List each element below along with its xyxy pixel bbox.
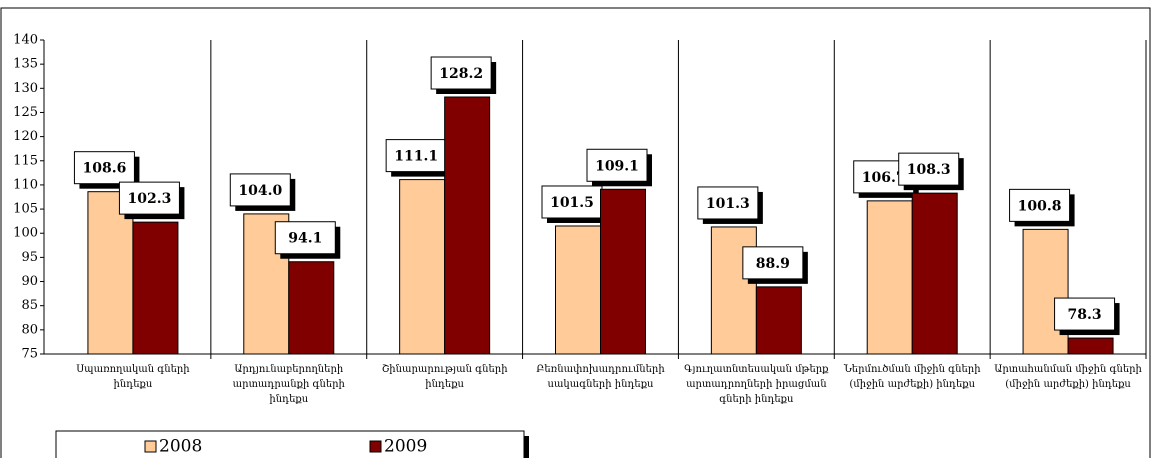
data-label: 106.7 [862, 170, 906, 186]
y-tick-label: 110 [13, 177, 38, 192]
data-label: 88.9 [756, 256, 790, 272]
data-label: 102.3 [128, 191, 172, 207]
x-tick-label: Սպառողական գների ինդեքս [76, 364, 190, 390]
y-tick-label: 90 [21, 274, 38, 289]
y-tick-label: 135 [13, 57, 38, 72]
data-label: 128.2 [439, 66, 483, 82]
bar [444, 96, 491, 355]
bar [132, 221, 179, 355]
y-tick-label: 100 [13, 226, 38, 241]
x-tick-label: Ներմուծման միջին գների (միջին արժեքի) ին… [843, 364, 981, 390]
y-tick-label: 80 [21, 322, 38, 337]
y-tick-label: 140 [13, 33, 38, 48]
label-box [586, 148, 648, 182]
label-box [385, 139, 447, 173]
data-label: 111.1 [394, 149, 438, 165]
y-tick-label: 125 [13, 105, 38, 120]
data-label: 100.8 [1018, 198, 1062, 214]
bar [1067, 337, 1114, 355]
y-tick-label: 95 [21, 250, 38, 265]
bar [755, 286, 802, 355]
y-tick-label: 105 [13, 202, 38, 217]
y-tick-label: 120 [13, 129, 38, 144]
x-tick-label: Արդյունաբերողների արտադրանքի գների ինդեք… [232, 364, 345, 405]
x-tick-label: Բեռնափոխադրումների սակագների ինդեքս [536, 364, 665, 390]
label-box [430, 56, 492, 90]
label-box [898, 152, 960, 186]
y-tick-label: 130 [13, 81, 38, 96]
legend-swatch [144, 440, 157, 453]
label-box [274, 221, 336, 255]
label-box [742, 246, 804, 280]
data-label: 78.3 [1068, 307, 1102, 323]
bar [288, 261, 335, 355]
y-tick-label: 75 [21, 347, 38, 362]
legend-swatch [369, 440, 382, 453]
x-tick-label: Շինարարության գների ինդեքս [381, 364, 508, 390]
data-label: 108.3 [907, 162, 951, 178]
label-box [541, 185, 603, 219]
data-label: 101.3 [706, 196, 750, 212]
bar [1022, 228, 1069, 355]
label-box [229, 173, 291, 207]
data-label: 101.5 [550, 195, 594, 211]
frame [0, 7, 1151, 458]
data-label: 94.1 [288, 231, 322, 247]
y-tick-label: 85 [21, 298, 38, 313]
data-label: 108.6 [83, 161, 127, 177]
legend-label: 2009 [384, 437, 427, 457]
data-label: 104.0 [238, 183, 282, 199]
bar [710, 226, 757, 355]
bar [911, 192, 958, 355]
legend-label: 2008 [159, 437, 202, 457]
label-box [118, 181, 180, 215]
y-tick-label: 115 [13, 153, 38, 168]
bar [555, 225, 601, 355]
data-label: 109.1 [595, 158, 639, 174]
x-tick-label: Արտահանման միջին գների (միջին արժեքի) ին… [994, 364, 1142, 390]
label-box [73, 151, 135, 185]
legend-box [55, 430, 525, 458]
bar [866, 200, 913, 355]
bar [399, 179, 446, 355]
label-box [1009, 188, 1071, 222]
x-tick-label: Գյուղատնտեսական մթերք արտադրողների իրացմ… [684, 364, 829, 405]
label-box [697, 186, 759, 220]
label-box [1054, 297, 1116, 331]
bar [600, 188, 646, 355]
